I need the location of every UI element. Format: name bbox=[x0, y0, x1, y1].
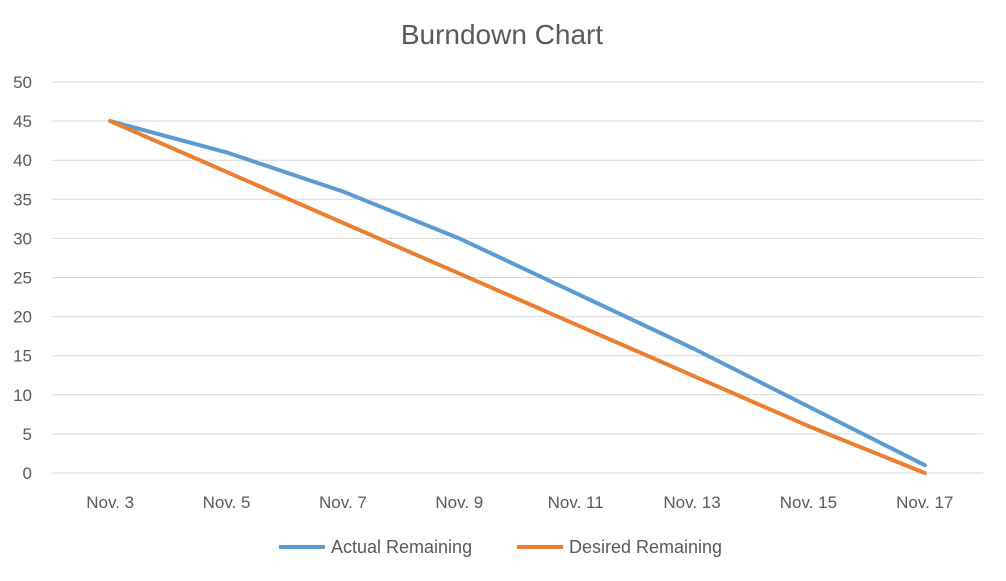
y-tick-label: 35 bbox=[13, 190, 32, 209]
y-tick-label: 50 bbox=[13, 73, 32, 92]
y-tick-label: 0 bbox=[23, 464, 32, 483]
series-line-2 bbox=[108, 119, 927, 475]
y-tick-label: 40 bbox=[13, 151, 32, 170]
legend: Actual Remaining Desired Remaining bbox=[279, 537, 722, 557]
x-tick-label: Nov. 13 bbox=[663, 493, 720, 512]
x-tick-label: Nov. 17 bbox=[896, 493, 953, 512]
x-tick-label: Nov. 9 bbox=[435, 493, 483, 512]
y-tick-label: 10 bbox=[13, 386, 32, 405]
y-tick-label: 25 bbox=[13, 269, 32, 288]
x-tick-label: Nov. 7 bbox=[319, 493, 367, 512]
legend-label-1: Actual Remaining bbox=[331, 537, 472, 557]
y-tick-label: 45 bbox=[13, 112, 32, 131]
x-axis-ticks: Nov. 3 Nov. 5 Nov. 7 Nov. 9 Nov. 11 Nov. 13 No… bbox=[86, 493, 953, 512]
chart-title: Burndown Chart bbox=[401, 19, 604, 50]
x-tick-label: Nov. 11 bbox=[548, 493, 604, 512]
x-tick-label: Nov. 3 bbox=[86, 493, 134, 512]
gridlines bbox=[52, 81, 983, 474]
y-tick-label: 30 bbox=[13, 229, 32, 248]
x-tick-label: Nov. 5 bbox=[203, 493, 251, 512]
x-tick-label: Nov. 15 bbox=[780, 493, 837, 512]
legend-label-2: Desired Remaining bbox=[569, 537, 722, 557]
y-axis-ticks: 0 5 10 15 20 25 30 35 40 45 50 bbox=[13, 73, 32, 483]
y-tick-label: 20 bbox=[13, 308, 32, 327]
series-lines bbox=[108, 119, 927, 475]
y-tick-label: 5 bbox=[23, 425, 32, 444]
y-tick-label: 15 bbox=[13, 347, 32, 366]
series-line-1 bbox=[108, 119, 927, 468]
